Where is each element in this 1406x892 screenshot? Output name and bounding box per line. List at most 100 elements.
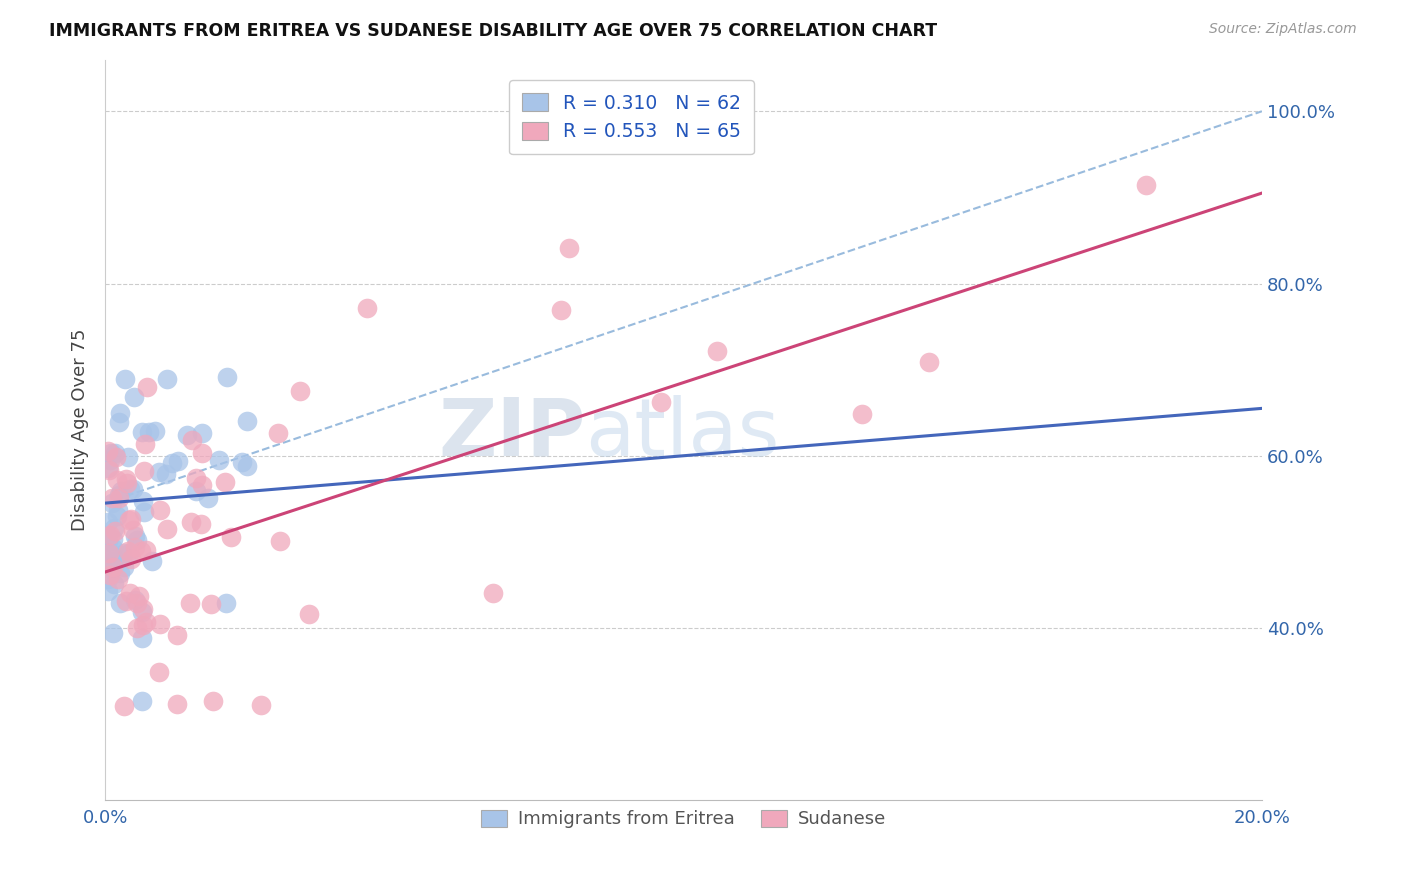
Sudanese [107,572,129,586]
Immigrants from Eritrea [97,461,120,475]
Sudanese [125,620,148,634]
Immigrants from Eritrea [191,425,214,440]
Sudanese [200,598,222,612]
Sudanese [181,433,204,447]
Sudanese [134,437,156,451]
Sudanese [132,601,155,615]
Sudanese [107,491,129,506]
Sudanese [117,476,139,491]
Sudanese [135,615,157,629]
Sudanese [117,544,139,558]
Immigrants from Eritrea [112,546,135,560]
Immigrants from Eritrea [97,533,120,548]
Immigrants from Eritrea [156,372,179,386]
Immigrants from Eritrea [231,455,253,469]
Sudanese [267,425,290,440]
Immigrants from Eritrea [186,484,208,499]
Sudanese [124,541,146,555]
Sudanese [135,542,157,557]
Immigrants from Eritrea [131,694,153,708]
Immigrants from Eritrea [138,425,160,439]
Immigrants from Eritrea [131,425,153,439]
Sudanese [148,665,170,679]
Sudanese [97,463,120,477]
Immigrants from Eritrea [117,450,139,464]
Sudanese [184,471,207,485]
Text: ZIP: ZIP [439,394,585,473]
Immigrants from Eritrea [131,631,153,645]
Immigrants from Eritrea [131,605,153,619]
Immigrants from Eritrea [235,414,257,428]
Immigrants from Eritrea [217,370,239,384]
Immigrants from Eritrea [108,406,131,420]
Sudanese [481,586,503,600]
Sudanese [219,530,242,544]
Sudanese [98,568,121,582]
Immigrants from Eritrea [100,446,122,460]
Immigrants from Eritrea [118,546,141,560]
Immigrants from Eritrea [103,533,125,547]
Sudanese [149,503,172,517]
Immigrants from Eritrea [132,505,155,519]
Immigrants from Eritrea [101,548,124,562]
Sudanese [190,517,212,532]
Immigrants from Eritrea [108,488,131,502]
Sudanese [180,515,202,529]
Immigrants from Eritrea [103,554,125,568]
Sudanese [101,560,124,574]
Sudanese [179,596,201,610]
Sudanese [112,699,135,714]
Sudanese [250,698,273,713]
Sudanese [98,546,121,560]
Sudanese [191,478,214,492]
Sudanese [214,475,236,489]
Y-axis label: Disability Age Over 75: Disability Age Over 75 [72,328,89,531]
Immigrants from Eritrea [143,424,166,438]
Sudanese [558,241,581,255]
Sudanese [100,491,122,505]
Sudanese [190,446,212,460]
Sudanese [550,303,572,318]
Sudanese [918,355,941,369]
Sudanese [129,544,152,558]
Text: atlas: atlas [585,394,779,473]
Immigrants from Eritrea [124,593,146,607]
Sudanese [120,551,142,566]
Immigrants from Eritrea [208,453,231,467]
Sudanese [115,471,138,485]
Immigrants from Eritrea [112,559,135,574]
Immigrants from Eritrea [97,572,120,586]
Sudanese [706,343,728,358]
Sudanese [269,533,291,548]
Immigrants from Eritrea [104,446,127,460]
Sudanese [290,384,312,399]
Sudanese [166,628,188,642]
Sudanese [121,523,143,537]
Sudanese [166,698,188,712]
Sudanese [125,596,148,610]
Sudanese [136,380,159,394]
Immigrants from Eritrea [236,458,259,473]
Sudanese [118,513,141,527]
Sudanese [149,617,172,632]
Immigrants from Eritrea [100,453,122,467]
Immigrants from Eritrea [97,561,120,575]
Sudanese [298,607,321,621]
Immigrants from Eritrea [124,390,146,404]
Sudanese [97,443,120,458]
Sudanese [98,528,121,542]
Text: IMMIGRANTS FROM ERITREA VS SUDANESE DISABILITY AGE OVER 75 CORRELATION CHART: IMMIGRANTS FROM ERITREA VS SUDANESE DISA… [49,22,938,40]
Immigrants from Eritrea [166,454,188,468]
Immigrants from Eritrea [97,583,120,598]
Immigrants from Eritrea [122,483,145,497]
Sudanese [120,512,142,526]
Immigrants from Eritrea [118,482,141,496]
Immigrants from Eritrea [103,577,125,591]
Immigrants from Eritrea [110,566,132,580]
Text: Source: ZipAtlas.com: Source: ZipAtlas.com [1209,22,1357,37]
Sudanese [128,589,150,603]
Immigrants from Eritrea [160,456,183,470]
Immigrants from Eritrea [197,491,219,505]
Immigrants from Eritrea [214,595,236,609]
Immigrants from Eritrea [103,626,125,640]
